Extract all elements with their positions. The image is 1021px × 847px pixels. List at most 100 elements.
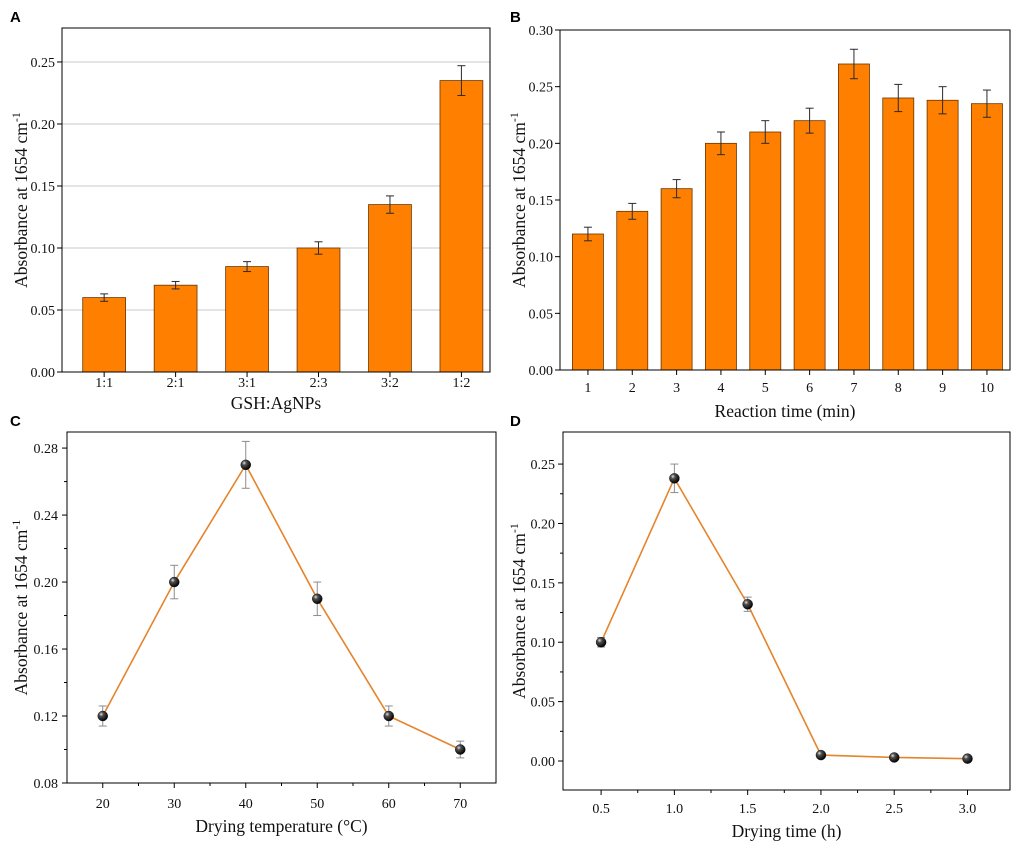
data-point bbox=[742, 599, 753, 610]
y-tick-label: 0.25 bbox=[529, 81, 554, 96]
x-axis-title: GSH:AgNPs bbox=[231, 393, 322, 413]
bar bbox=[296, 247, 341, 373]
y-tick-label: 0.20 bbox=[529, 137, 554, 152]
x-tick-label: 2.5 bbox=[885, 802, 903, 817]
panel-a: 0.00 0.05 0.10 0.15 0.20 0.25 1:1 2:1 3:1 2:3 3:2 1… bbox=[9, 9, 491, 413]
x-tick-label: 60 bbox=[382, 797, 396, 812]
y-tick-label: 0.28 bbox=[34, 442, 59, 457]
data-point bbox=[169, 576, 180, 588]
y-tick-label: 0.25 bbox=[31, 56, 56, 71]
x-tick-label: 6 bbox=[806, 381, 813, 396]
y-tick-label: 0.20 bbox=[34, 576, 59, 591]
x-tick-label: 3:1 bbox=[238, 376, 256, 391]
plot-frame bbox=[66, 431, 497, 784]
panel-label: B bbox=[510, 9, 521, 26]
x-tick-label: 1.5 bbox=[739, 802, 757, 817]
y-tick-label: 0.25 bbox=[531, 458, 556, 473]
y-axis-title-text: Absorbance at 1654 cm bbox=[11, 529, 31, 695]
y-axis-title-text: Absorbance at 1654 cm bbox=[11, 122, 31, 288]
x-tick-label: 2.0 bbox=[812, 802, 830, 817]
data-point bbox=[455, 744, 466, 755]
bar bbox=[926, 99, 959, 371]
data-point bbox=[595, 637, 607, 648]
y-axis-title: Absorbance at 1654 cm-1 bbox=[507, 523, 529, 699]
x-tick-label: 7 bbox=[850, 381, 857, 396]
x-tick-label: 1:2 bbox=[452, 376, 470, 391]
x-tick-label: 1:1 bbox=[95, 376, 113, 391]
panel-b: 0.00 0.05 0.10 0.15 0.20 0.25 0.30 1 2 3 4 5 6 7 8 9 10 R… bbox=[507, 9, 1011, 421]
y-axis-title-superscript: -1 bbox=[9, 112, 23, 122]
y-tick-label: 0.00 bbox=[529, 364, 554, 379]
x-axis-title: Drying time (h) bbox=[732, 821, 842, 841]
series-line bbox=[600, 476, 968, 760]
error-bar bbox=[100, 293, 109, 302]
y-tick-label: 0.15 bbox=[531, 577, 556, 592]
series-line bbox=[102, 463, 461, 751]
panel-label: A bbox=[10, 9, 21, 26]
error-bar bbox=[894, 83, 903, 113]
error-bar bbox=[628, 202, 637, 220]
bar bbox=[838, 63, 870, 371]
data-point bbox=[312, 593, 323, 604]
y-axis-title-superscript: -1 bbox=[507, 112, 521, 122]
x-tick-label: 3.0 bbox=[959, 802, 977, 817]
y-tick-label: 0.12 bbox=[34, 710, 59, 725]
x-tick-label: 2:3 bbox=[310, 376, 328, 391]
bar bbox=[439, 80, 484, 373]
y-tick-label: 0.30 bbox=[529, 24, 554, 39]
bar bbox=[971, 103, 1003, 371]
y-tick-label: 0.05 bbox=[531, 696, 556, 711]
x-tick-label: 1 bbox=[584, 381, 591, 396]
data-point bbox=[240, 459, 251, 471]
plot-frame bbox=[562, 431, 1011, 791]
y-tick-label: 0.20 bbox=[531, 517, 556, 532]
error-bar bbox=[805, 107, 814, 134]
x-tick-label: 2:1 bbox=[167, 376, 185, 391]
y-tick-label: 0.05 bbox=[529, 307, 554, 322]
bar bbox=[882, 97, 915, 371]
data-point bbox=[962, 753, 973, 764]
x-tick-label: 10 bbox=[980, 381, 994, 396]
x-tick-label: 20 bbox=[96, 797, 110, 812]
data-point bbox=[815, 749, 827, 761]
x-tick-label: 3 bbox=[673, 381, 680, 396]
x-tick-label: 0.5 bbox=[592, 802, 610, 817]
error-bar bbox=[385, 195, 394, 214]
x-tick-label: 30 bbox=[167, 797, 181, 812]
bar bbox=[572, 233, 604, 371]
x-tick-label: 8 bbox=[895, 381, 902, 396]
x-tick-label: 50 bbox=[310, 797, 324, 812]
bar bbox=[616, 210, 649, 371]
y-tick-label: 0.15 bbox=[31, 180, 56, 195]
error-bar bbox=[171, 280, 180, 290]
data-point bbox=[383, 710, 394, 722]
y-axis-title: Absorbance at 1654 cm-1 bbox=[507, 112, 529, 288]
y-axis-title-text: Absorbance at 1654 cm bbox=[509, 122, 529, 288]
y-tick-label: 0.00 bbox=[531, 755, 556, 770]
bar bbox=[82, 297, 126, 373]
error-bar bbox=[761, 120, 770, 144]
error-bar bbox=[314, 241, 323, 255]
y-tick-label: 0.16 bbox=[34, 643, 59, 658]
bar bbox=[225, 266, 269, 373]
x-tick-label: 70 bbox=[453, 797, 467, 812]
x-tick-label: 1.0 bbox=[666, 802, 684, 817]
y-tick-label: 0.24 bbox=[34, 509, 59, 524]
x-tick-label: 4 bbox=[717, 381, 724, 396]
panel-label: D bbox=[510, 413, 521, 430]
error-bar bbox=[672, 179, 681, 199]
y-axis-title: Absorbance at 1654 cm-1 bbox=[9, 112, 31, 288]
y-tick-label: 0.15 bbox=[529, 194, 554, 209]
data-point bbox=[889, 752, 900, 763]
bar bbox=[153, 284, 198, 373]
bar bbox=[705, 142, 737, 371]
y-tick-label: 0.08 bbox=[34, 777, 59, 792]
panel-c: 0.08 0.12 0.16 0.20 0.24 0.28 20 30 40 50 60 70 Dryi… bbox=[9, 413, 497, 836]
y-axis-title-text: Absorbance at 1654 cm bbox=[509, 533, 529, 699]
panel-label: C bbox=[10, 413, 21, 430]
error-bar bbox=[457, 65, 466, 96]
y-axis-title-superscript: -1 bbox=[9, 520, 23, 530]
x-axis-title: Reaction time (min) bbox=[715, 401, 856, 421]
bar bbox=[793, 120, 826, 371]
x-tick-label: 5 bbox=[762, 381, 769, 396]
